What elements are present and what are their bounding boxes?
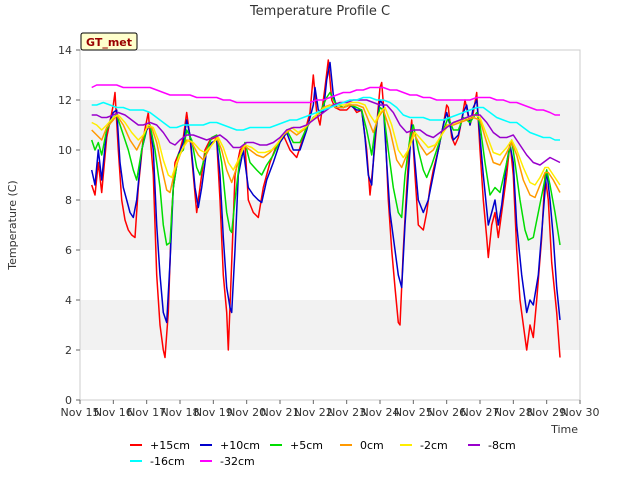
- x-axis-label: Time: [550, 423, 578, 436]
- x-tick-label: Nov 23: [327, 406, 366, 419]
- series-line-m8cm: [91, 99, 561, 166]
- y-tick-label: 2: [65, 344, 72, 357]
- x-tick-label: Nov 27: [461, 406, 500, 419]
- series-line-m15cm: [90, 59, 561, 359]
- x-tick-label: Nov 29: [527, 406, 566, 419]
- chart-title: Temperature Profile C: [249, 4, 390, 19]
- y-tick-label: 14: [58, 44, 72, 57]
- legend-label: -2cm: [420, 439, 448, 452]
- station-badge: GT_met: [80, 32, 138, 51]
- y-tick-label: 10: [58, 144, 72, 157]
- y-tick-label: 0: [65, 394, 72, 407]
- x-tick-label: Nov 17: [127, 406, 166, 419]
- y-tick-label: 12: [58, 94, 72, 107]
- legend-label: +5cm: [290, 439, 323, 452]
- station-badge-box: [80, 32, 138, 51]
- y-tick-label: 4: [65, 294, 72, 307]
- series-lines: [90, 59, 561, 359]
- legend-label: 0cm: [360, 439, 384, 452]
- station-badge-text: GT_met: [86, 36, 132, 49]
- legend-label: -32cm: [220, 455, 255, 468]
- x-tick-label: Nov 16: [94, 406, 133, 419]
- x-tick-label: Nov 24: [361, 406, 400, 419]
- y-axis: 0 2 4 6 8 10 12 14: [58, 44, 80, 407]
- y-axis-label: Temperature (C): [6, 180, 19, 270]
- y-tick-label: 8: [65, 194, 72, 207]
- x-tick-label: Nov 25: [394, 406, 433, 419]
- x-tick-label: Nov 20: [227, 406, 266, 419]
- x-tick-label: Nov 19: [194, 406, 233, 419]
- series-line-m16cm: [91, 96, 560, 141]
- legend-label: +10cm: [220, 439, 260, 452]
- legend: +15cm +10cm +5cm 0cm -2cm -8cm -16cm -32cm: [130, 439, 516, 468]
- x-tick-label: Nov 21: [261, 406, 300, 419]
- plot-area: [79, 49, 581, 401]
- legend-label: +15cm: [150, 439, 190, 452]
- series-line-m32cm: [91, 84, 560, 116]
- x-tick-label: Nov 30: [561, 406, 600, 419]
- x-tick-label: Nov 26: [427, 406, 466, 419]
- x-tick-label: Nov 15: [61, 406, 100, 419]
- series-line-m10cm: [90, 61, 561, 324]
- y-tick-label: 6: [65, 244, 72, 257]
- legend-label: -16cm: [150, 455, 185, 468]
- x-tick-label: Nov 22: [294, 406, 333, 419]
- series-line-m5cm: [90, 91, 561, 246]
- background-band: [80, 300, 580, 350]
- x-tick-label: Nov 28: [494, 406, 533, 419]
- x-tick-label: Nov 18: [161, 406, 200, 419]
- legend-label: -8cm: [488, 439, 516, 452]
